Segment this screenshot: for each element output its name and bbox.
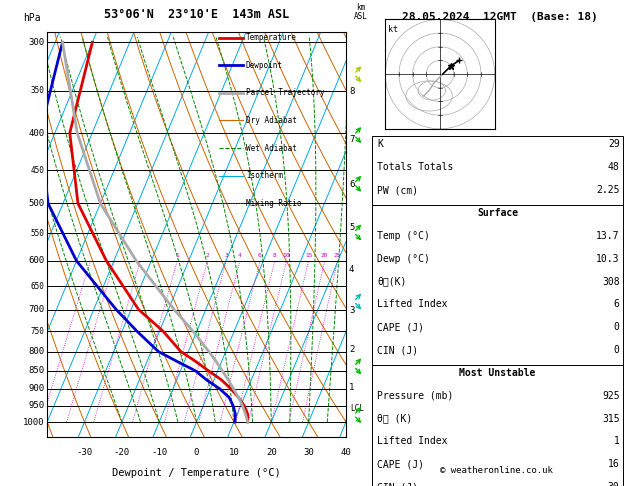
- Text: -10: -10: [151, 448, 167, 456]
- Text: 350: 350: [30, 87, 44, 95]
- Text: θᴇ(K): θᴇ(K): [377, 277, 407, 287]
- Text: 1: 1: [349, 382, 354, 392]
- Text: K: K: [377, 139, 383, 150]
- Text: Lifted Index: Lifted Index: [377, 436, 448, 447]
- Text: Surface: Surface: [477, 208, 518, 218]
- Text: 1: 1: [175, 253, 179, 258]
- Text: 10: 10: [228, 448, 239, 456]
- Text: Wet Adiabat: Wet Adiabat: [246, 143, 297, 153]
- Text: Dewp (°C): Dewp (°C): [377, 254, 430, 264]
- Text: CIN (J): CIN (J): [377, 482, 418, 486]
- Text: 850: 850: [28, 366, 44, 375]
- Text: 4: 4: [349, 265, 354, 274]
- Text: 40: 40: [340, 448, 352, 456]
- Text: CAPE (J): CAPE (J): [377, 459, 425, 469]
- Text: 550: 550: [30, 229, 44, 238]
- Text: -30: -30: [77, 448, 92, 456]
- Text: 10: 10: [283, 253, 290, 258]
- Text: 925: 925: [602, 391, 620, 401]
- Text: 400: 400: [28, 128, 44, 138]
- Text: 900: 900: [28, 384, 44, 393]
- Text: 1: 1: [614, 436, 620, 447]
- Text: 800: 800: [28, 347, 44, 356]
- Text: 10.3: 10.3: [596, 254, 620, 264]
- Text: 7: 7: [349, 135, 354, 144]
- Text: 29: 29: [608, 139, 620, 150]
- Text: 3: 3: [225, 253, 228, 258]
- Text: 308: 308: [602, 277, 620, 287]
- Text: Temp (°C): Temp (°C): [377, 231, 430, 241]
- Text: 16: 16: [608, 459, 620, 469]
- Text: 0: 0: [614, 322, 620, 332]
- Text: Mixing Ratio: Mixing Ratio: [246, 199, 301, 208]
- Text: 950: 950: [28, 401, 44, 410]
- Text: 300: 300: [28, 38, 44, 47]
- Text: CIN (J): CIN (J): [377, 345, 418, 355]
- Text: kt: kt: [388, 25, 398, 34]
- Text: CAPE (J): CAPE (J): [377, 322, 425, 332]
- Text: Temperature: Temperature: [246, 33, 297, 42]
- Text: Parcel Trajectory: Parcel Trajectory: [246, 88, 325, 97]
- Text: 0: 0: [194, 448, 199, 456]
- Text: 8: 8: [273, 253, 277, 258]
- Text: 0: 0: [614, 345, 620, 355]
- Text: © weatheronline.co.uk: © weatheronline.co.uk: [440, 466, 554, 475]
- Text: 650: 650: [30, 282, 44, 291]
- Text: -20: -20: [114, 448, 130, 456]
- Text: Most Unstable: Most Unstable: [459, 368, 536, 378]
- Text: 13.7: 13.7: [596, 231, 620, 241]
- Text: PW (cm): PW (cm): [377, 185, 418, 195]
- Text: 6: 6: [258, 253, 262, 258]
- Text: 6: 6: [349, 180, 354, 189]
- Text: hPa: hPa: [23, 14, 41, 23]
- Text: 2.25: 2.25: [596, 185, 620, 195]
- Text: Mixing Ratio (g/kg): Mixing Ratio (g/kg): [407, 191, 416, 278]
- Text: 5: 5: [349, 223, 354, 232]
- Text: 48: 48: [608, 162, 620, 173]
- Text: 700: 700: [28, 305, 44, 314]
- Text: Dry Adiabat: Dry Adiabat: [246, 116, 297, 125]
- Text: Pressure (mb): Pressure (mb): [377, 391, 454, 401]
- Text: 2: 2: [349, 345, 354, 354]
- Text: Isotherm: Isotherm: [246, 171, 283, 180]
- Text: 30: 30: [303, 448, 314, 456]
- Text: 450: 450: [30, 166, 44, 174]
- Text: 20: 20: [321, 253, 328, 258]
- Text: 6: 6: [614, 299, 620, 310]
- Text: km
ASL: km ASL: [354, 3, 368, 21]
- Text: 53°06'N  23°10'E  143m ASL: 53°06'N 23°10'E 143m ASL: [104, 8, 289, 21]
- Text: Dewpoint: Dewpoint: [246, 61, 283, 70]
- Text: 3: 3: [349, 306, 354, 315]
- Text: 8: 8: [349, 87, 354, 96]
- Text: 25: 25: [334, 253, 342, 258]
- Text: Dewpoint / Temperature (°C): Dewpoint / Temperature (°C): [112, 468, 281, 478]
- Text: 4: 4: [238, 253, 242, 258]
- Text: 2: 2: [206, 253, 209, 258]
- Text: 15: 15: [305, 253, 313, 258]
- Text: Lifted Index: Lifted Index: [377, 299, 448, 310]
- Text: Totals Totals: Totals Totals: [377, 162, 454, 173]
- Text: LCL: LCL: [350, 404, 364, 413]
- Text: 600: 600: [28, 257, 44, 265]
- Text: 315: 315: [602, 414, 620, 424]
- Text: 30: 30: [608, 482, 620, 486]
- Text: 500: 500: [28, 199, 44, 208]
- Text: θᴇ (K): θᴇ (K): [377, 414, 413, 424]
- Text: 750: 750: [30, 327, 44, 336]
- Text: 1000: 1000: [23, 417, 44, 427]
- Text: 20: 20: [266, 448, 277, 456]
- Text: 28.05.2024  12GMT  (Base: 18): 28.05.2024 12GMT (Base: 18): [402, 12, 598, 22]
